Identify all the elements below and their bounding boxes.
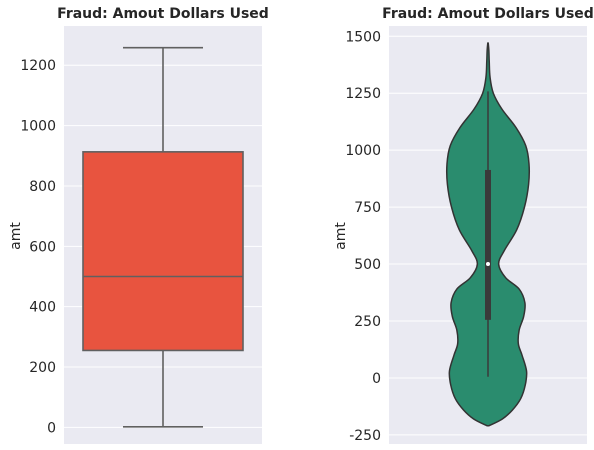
- box-plot-y-tick-label: 200: [29, 360, 56, 376]
- box-plot-y-tick-label: 1000: [20, 119, 56, 135]
- violin-iqr-box: [485, 169, 491, 320]
- violin-plot-y-tick-label: 500: [354, 257, 381, 273]
- box-plot-y-tick-label: 600: [29, 239, 56, 255]
- violin-plot-y-tick-label: 0: [372, 371, 381, 387]
- violin-median-dot: [486, 262, 490, 267]
- violin-plot-y-axis-label: amt: [333, 222, 349, 250]
- box-plot-chart: 0 200 400 600 800 1000 1200 Fraud: Amout Dolla…: [8, 6, 269, 444]
- violin-plot-y-tick-label: 1500: [345, 29, 381, 45]
- violin-plot-y-tick-label: 750: [354, 200, 381, 216]
- box-plot-iqr-box: [82, 151, 244, 352]
- box-plot-y-tick-label: 400: [29, 300, 56, 316]
- violin-plot-y-tick-label: 250: [354, 314, 381, 330]
- box-plot-y-ticks: 0 200 400 600 800 1000 1200: [20, 58, 56, 436]
- violin-plot-y-tick-label: 1250: [345, 86, 381, 102]
- box-plot-y-axis-label: amt: [8, 222, 24, 250]
- violin-plot-title: Fraud: Amout Dollars Used: [382, 6, 594, 22]
- box-plot-y-tick-label: 0: [47, 420, 56, 436]
- violin-plot-y-tick-label: -250: [349, 428, 381, 444]
- violin-plot-y-tick-label: 1000: [345, 143, 381, 159]
- box-plot-title: Fraud: Amout Dollars Used: [57, 6, 269, 22]
- violin-plot-marks: [445, 42, 531, 427]
- box-plot-marks: [82, 46, 244, 428]
- violin-plot-chart: -250 0 250 500 750 1000 1250 1500 Fraud: Amout …: [333, 6, 594, 444]
- violin-plot-y-ticks: -250 0 250 500 750 1000 1250 1500: [345, 29, 381, 444]
- box-plot-y-tick-label: 1200: [20, 58, 56, 74]
- box-plot-y-tick-label: 800: [29, 179, 56, 195]
